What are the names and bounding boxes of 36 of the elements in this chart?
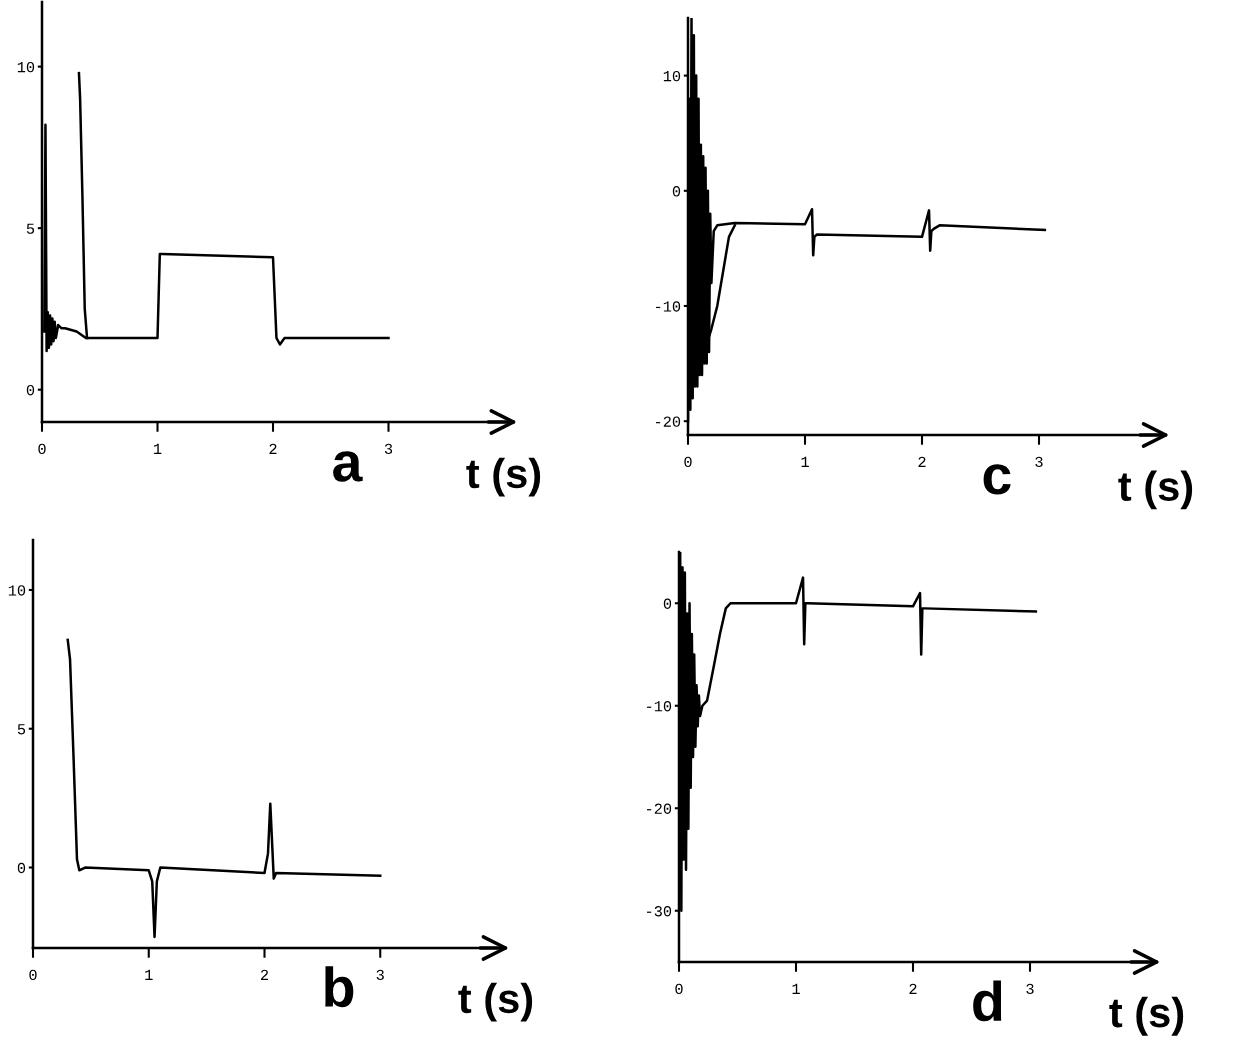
x-tick-label: 0 — [684, 456, 692, 468]
x-axis-title: t (s) — [1118, 470, 1193, 510]
y-tick-label: 0 — [663, 598, 672, 609]
x-tick-label: 3 — [376, 969, 384, 981]
x-tick-label: 1 — [145, 969, 153, 980]
x-tick-label: 2 — [909, 983, 917, 994]
y-tick-label: 10 — [663, 70, 681, 82]
y-tick-label: -10 — [647, 701, 672, 712]
x-tick-label: 2 — [260, 969, 268, 980]
y-tick-label: 5 — [26, 223, 35, 234]
text: a — [333, 451, 363, 482]
x-tick-label: 2 — [269, 443, 277, 454]
y-tick-label: 10 — [17, 61, 35, 73]
y-tick-label: -20 — [656, 416, 681, 427]
x-axis-title: t (s) — [466, 457, 541, 497]
x-tick-label: 3 — [384, 443, 393, 455]
y-tick-label: 0 — [672, 186, 681, 197]
y-tick-label: -30 — [647, 906, 672, 917]
x-tick-label: 1 — [154, 443, 162, 454]
x-tick-label: 1 — [801, 456, 809, 467]
y-tick-label: 10 — [8, 585, 26, 596]
text: b — [325, 966, 354, 1008]
x-tick-label: 0 — [38, 443, 46, 455]
y-tick-label: 5 — [17, 724, 26, 735]
x-axis-title: t (s) — [458, 982, 533, 1022]
x-tick-label: 3 — [1026, 983, 1034, 995]
x-tick-label: 2 — [918, 456, 926, 467]
y-tick-label: 0 — [17, 862, 26, 874]
text: d — [973, 980, 1002, 1022]
x-tick-label: 1 — [792, 983, 800, 994]
y-tick-label: -20 — [647, 803, 672, 814]
y-tick-label: 0 — [26, 385, 35, 396]
text: c — [983, 464, 1011, 495]
x-axis-title: t (s) — [1109, 996, 1184, 1036]
x-tick-label: 3 — [1035, 456, 1043, 468]
y-tick-label: -10 — [656, 301, 681, 312]
